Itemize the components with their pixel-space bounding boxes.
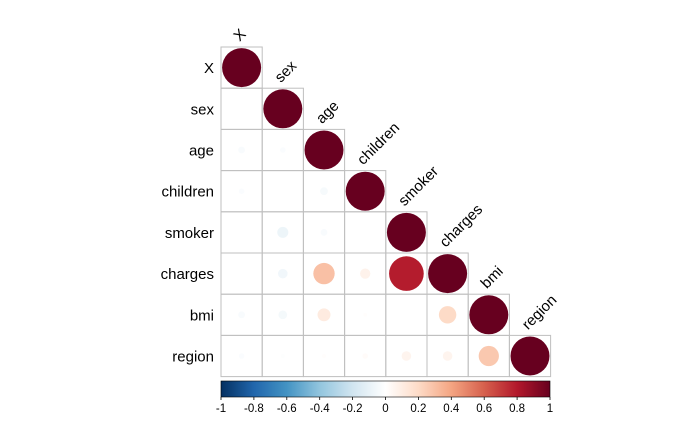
row-label-bmi: bmi — [190, 307, 214, 324]
corr-circle-region-region — [510, 336, 550, 376]
corr-circle-smoker-sex — [277, 226, 289, 238]
corr-circle-children-X — [238, 188, 245, 194]
corr-circle-region-bmi — [478, 345, 499, 367]
corr-circle-region-smoker — [401, 351, 412, 361]
corr-circle-region-sex — [280, 354, 285, 358]
colorbar-gradient — [220, 380, 551, 398]
grid-cell-charges-X — [220, 252, 263, 295]
grid-cell-smoker-children — [344, 211, 387, 254]
colorbar-tick-label: -0.2 — [343, 403, 363, 415]
column-label-smoker: smoker — [395, 163, 442, 210]
row-label-smoker: smoker — [165, 225, 214, 242]
corr-circle-charges-charges — [428, 254, 468, 294]
corr-circle-charges-children — [360, 268, 371, 279]
corr-circle-region-charges — [442, 351, 453, 361]
corr-circle-X-X — [222, 48, 262, 88]
matrix-grid — [220, 46, 552, 378]
corr-circle-charges-age — [313, 262, 335, 285]
colorbar-tick-label: -1 — [216, 403, 226, 415]
corr-circle-age-X — [238, 146, 245, 154]
color-legend — [220, 380, 551, 398]
grid-cell-region-region — [508, 334, 552, 378]
row-label-children: children — [161, 184, 214, 201]
corr-circle-bmi-children — [363, 312, 368, 317]
colorbar-tick-label: 0.2 — [410, 403, 426, 415]
corr-circle-sex-sex — [263, 89, 303, 129]
column-label-region: region — [519, 292, 561, 334]
grid-cell-smoker-X — [220, 211, 263, 254]
colorbar-tick-label: -0.4 — [310, 403, 330, 415]
corr-circle-bmi-bmi — [469, 295, 509, 335]
corr-circle-children-age — [320, 187, 328, 196]
corr-circle-region-age — [322, 354, 326, 358]
corr-circle-smoker-age — [320, 229, 328, 236]
colorbar-tick-label: 0 — [382, 403, 388, 415]
corr-circle-children-children — [345, 171, 385, 211]
colorbar-ticks: -1 -0.8 -0.6 -0.4 -0.2 0 0.2 0.4 0.6 0.8 1 — [216, 397, 553, 415]
column-label-charges: charges — [436, 201, 486, 251]
grid-cell-children-sex — [261, 170, 304, 213]
column-label-X: X — [230, 26, 249, 45]
corr-circle-age-age — [304, 130, 344, 170]
corr-circle-bmi-sex — [278, 310, 288, 320]
colorbar-tick-label: -0.8 — [244, 403, 264, 415]
colorbar-tick-label: -0.6 — [277, 403, 297, 415]
column-label-age: age — [313, 98, 343, 128]
grid-cell-bmi-smoker — [385, 293, 428, 336]
row-label-X: X — [204, 60, 214, 77]
corr-circle-region-X — [238, 353, 245, 359]
corr-circle-charges-smoker — [389, 256, 424, 291]
column-label-children: children — [354, 119, 403, 168]
colorbar-tick-label: 0.4 — [443, 403, 460, 415]
colorbar-tick-label: 0.6 — [476, 403, 492, 415]
corr-circle-bmi-X — [238, 311, 245, 319]
corr-circle-bmi-charges — [438, 306, 457, 324]
corr-circle-age-sex — [280, 147, 286, 153]
row-label-charges: charges — [161, 266, 214, 283]
column-label-sex: sex — [272, 57, 301, 86]
correlation-circles — [222, 48, 550, 376]
corr-circle-region-children — [362, 353, 368, 359]
grid-cell-sex-X — [220, 87, 263, 130]
colorbar-tick-label: 0.8 — [509, 403, 525, 415]
corr-circle-bmi-age — [317, 308, 331, 322]
corr-circle-charges-sex — [278, 268, 288, 279]
row-label-sex: sex — [191, 101, 215, 118]
column-label-bmi: bmi — [478, 263, 507, 292]
corr-circle-smoker-smoker — [386, 212, 426, 252]
row-label-age: age — [189, 143, 214, 160]
row-label-region: region — [172, 349, 214, 366]
colorbar-tick-label: 1 — [547, 403, 553, 415]
